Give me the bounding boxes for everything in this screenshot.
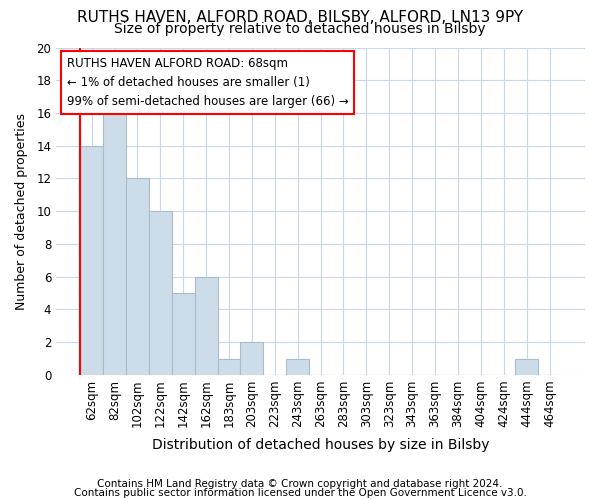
Bar	[194, 276, 218, 375]
Bar	[103, 113, 126, 375]
Text: Contains HM Land Registry data © Crown copyright and database right 2024.: Contains HM Land Registry data © Crown c…	[97, 479, 503, 489]
Bar	[218, 358, 241, 375]
Bar	[515, 358, 538, 375]
Text: Contains public sector information licensed under the Open Government Licence v3: Contains public sector information licen…	[74, 488, 526, 498]
X-axis label: Distribution of detached houses by size in Bilsby: Distribution of detached houses by size …	[152, 438, 490, 452]
Text: RUTHS HAVEN, ALFORD ROAD, BILSBY, ALFORD, LN13 9PY: RUTHS HAVEN, ALFORD ROAD, BILSBY, ALFORD…	[77, 10, 523, 25]
Bar	[241, 342, 263, 375]
Bar	[126, 178, 149, 375]
Text: Size of property relative to detached houses in Bilsby: Size of property relative to detached ho…	[114, 22, 486, 36]
Bar	[80, 146, 103, 375]
Y-axis label: Number of detached properties: Number of detached properties	[15, 112, 28, 310]
Bar	[286, 358, 309, 375]
Text: RUTHS HAVEN ALFORD ROAD: 68sqm
← 1% of detached houses are smaller (1)
99% of se: RUTHS HAVEN ALFORD ROAD: 68sqm ← 1% of d…	[67, 58, 349, 108]
Bar	[172, 293, 194, 375]
Bar	[149, 211, 172, 375]
